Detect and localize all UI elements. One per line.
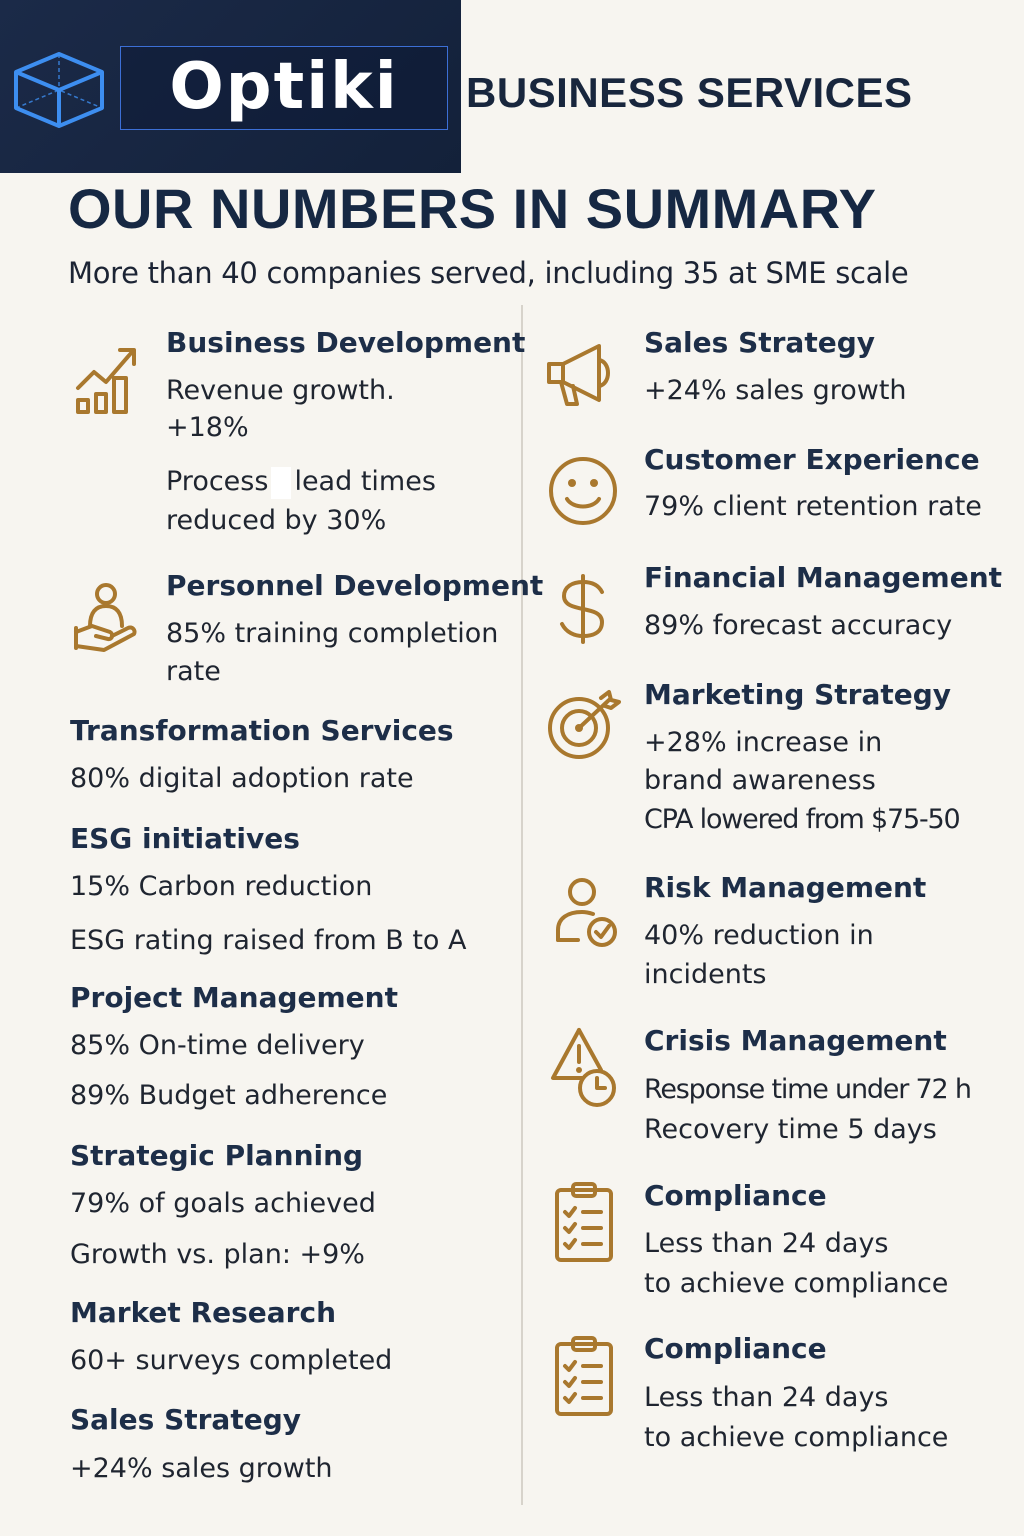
compliance-1-line-1: Less than 24 days [644, 1228, 889, 1259]
business-development-line-1: Revenue growth. [166, 375, 395, 406]
logo-wordmark-frame: Optiki [120, 46, 448, 130]
checklist-icon [553, 1180, 615, 1264]
column-divider [521, 305, 523, 1505]
personnel-development-line-2: rate [166, 656, 221, 687]
dollar-icon [556, 572, 610, 646]
warning-clock-icon [549, 1026, 619, 1110]
redaction-block [271, 466, 292, 499]
compliance-2-title: Compliance [644, 1332, 827, 1365]
checklist-icon [553, 1334, 615, 1418]
personnel-development-line-1: 85% training completion [166, 618, 499, 649]
customer-experience-line-1: 79% client retention rate [644, 491, 982, 522]
project-management-line-1: 85% On-time delivery [70, 1030, 365, 1061]
compliance-1-line-2: to achieve compliance [644, 1268, 949, 1299]
esg-initiatives-line-2: ESG rating raised from B to A [70, 925, 467, 956]
business-development-line-3a: Process [166, 466, 269, 497]
user-check-icon [552, 876, 620, 948]
megaphone-icon [545, 342, 619, 410]
logo-banner: Optiki [0, 0, 461, 173]
business-development-line-3: Process lead times [166, 464, 436, 500]
page-title: OUR NUMBERS IN SUMMARY [68, 177, 877, 240]
smiley-icon [547, 455, 619, 527]
crisis-management-title: Crisis Management [644, 1024, 947, 1057]
market-research-line-1: 60+ surveys completed [70, 1345, 393, 1376]
risk-management-line-1: 40% reduction in [644, 920, 874, 951]
marketing-strategy-line-3: CPA lowered from $75-50 [644, 804, 961, 835]
customer-experience-title: Customer Experience [644, 443, 980, 476]
growth-chart-icon [74, 344, 138, 416]
project-management-title: Project Management [70, 981, 398, 1014]
left-sales-strategy-title: Sales Strategy [70, 1403, 301, 1436]
cube-icon [10, 48, 108, 130]
target-icon [545, 688, 623, 760]
page-subtitle: More than 40 companies served, including… [68, 256, 909, 290]
strategic-planning-title: Strategic Planning [70, 1139, 364, 1172]
brand-subtitle: BUSINESS SERVICES [466, 69, 913, 116]
esg-initiatives-title: ESG initiatives [70, 822, 300, 855]
crisis-management-line-1: Response time under 72 h [644, 1074, 972, 1105]
left-sales-strategy-line-1: +24% sales growth [70, 1453, 333, 1484]
compliance-2-line-1: Less than 24 days [644, 1382, 889, 1413]
sales-strategy-line-1: +24% sales growth [644, 375, 907, 406]
sales-strategy-title: Sales Strategy [644, 326, 875, 359]
marketing-strategy-title: Marketing Strategy [644, 678, 952, 711]
business-development-title: Business Development [166, 326, 526, 359]
financial-management-title: Financial Management [644, 561, 1003, 594]
risk-management-line-2: incidents [644, 959, 767, 990]
business-development-line-3b: lead times [294, 466, 436, 497]
transformation-services-title: Transformation Services [70, 714, 454, 747]
business-development-line-2: +18% [166, 412, 249, 443]
marketing-strategy-line-1: +28% increase in [644, 727, 883, 758]
strategic-planning-line-2: Growth vs. plan: +9% [70, 1239, 365, 1270]
strategic-planning-line-1: 79% of goals achieved [70, 1188, 376, 1219]
business-development-line-4: reduced by 30% [166, 505, 387, 536]
person-hand-icon [72, 582, 138, 654]
esg-initiatives-line-1: 15% Carbon reduction [70, 871, 373, 902]
compliance-1-title: Compliance [644, 1179, 827, 1212]
personnel-development-title: Personnel Development [166, 569, 544, 602]
crisis-management-line-2: Recovery time 5 days [644, 1114, 937, 1145]
project-management-line-2: 89% Budget adherence [70, 1080, 388, 1111]
market-research-title: Market Research [70, 1296, 336, 1329]
marketing-strategy-line-2: brand awareness [644, 765, 876, 796]
transformation-services-line-1: 80% digital adoption rate [70, 763, 414, 794]
risk-management-title: Risk Management [644, 871, 927, 904]
compliance-2-line-2: to achieve compliance [644, 1422, 949, 1453]
logo-wordmark: Optiki [169, 50, 399, 124]
financial-management-line-1: 89% forecast accuracy [644, 610, 953, 641]
